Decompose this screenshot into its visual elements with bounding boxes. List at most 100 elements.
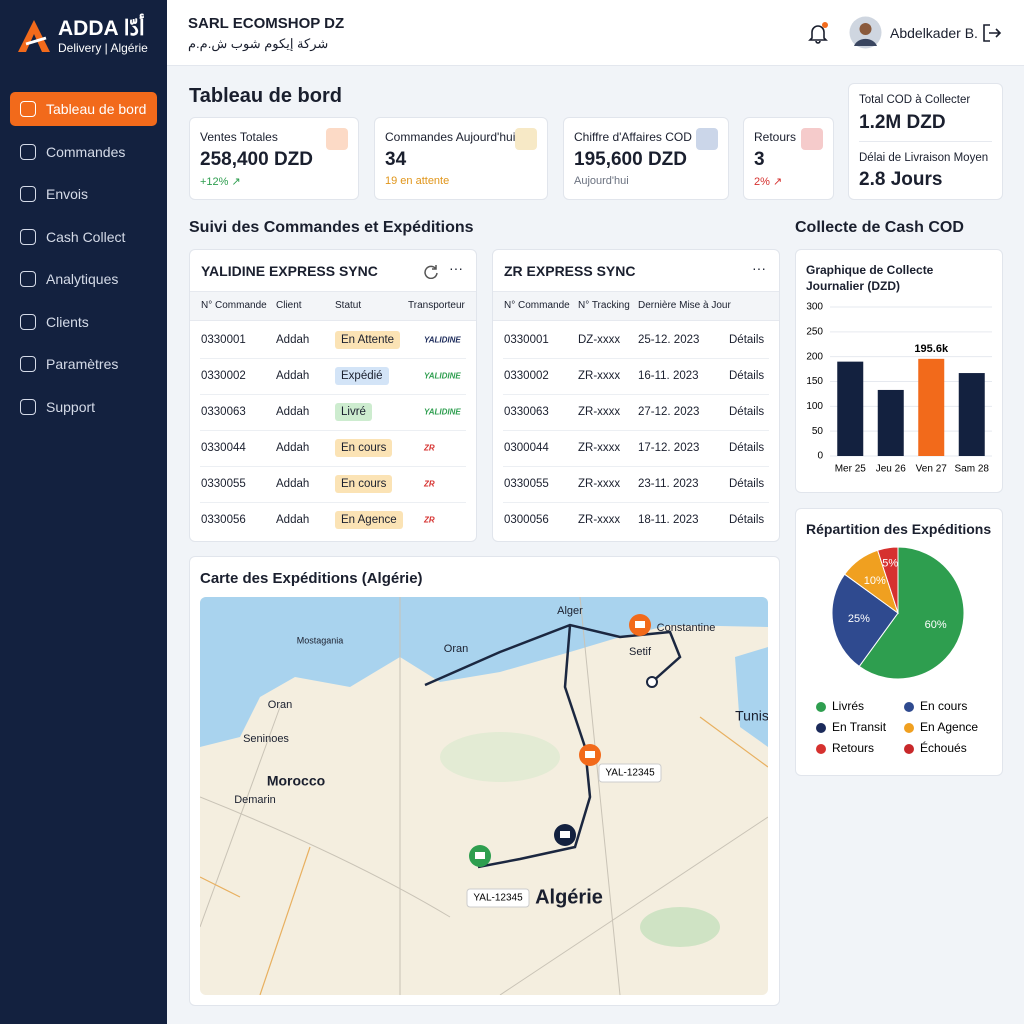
menu-item[interactable]: Tableau de bord <box>10 92 157 126</box>
cell: Addah <box>276 478 310 490</box>
map-pin[interactable] <box>579 744 601 766</box>
row-divider <box>503 466 769 467</box>
details-link[interactable]: Détails <box>729 514 765 526</box>
status-pill: En cours <box>335 475 393 493</box>
kpi-label: Ventes Totales <box>200 130 278 144</box>
carrier-logo: ZR <box>424 515 435 525</box>
carrier-logo: YALIDINE <box>424 407 461 417</box>
carrier-logo: ZR <box>424 443 435 453</box>
menu-item[interactable]: Cash Collect <box>10 220 157 254</box>
avatar[interactable] <box>849 16 882 49</box>
details-link[interactable]: Détails <box>729 406 765 418</box>
column-header: Client <box>276 300 302 311</box>
notification-bell[interactable] <box>807 22 829 44</box>
logout[interactable] <box>982 23 1002 43</box>
bar-chart: 0 50 100 150 200 250 300 Mer 25 Jeu 26 Ven 27 195.… <box>806 302 992 475</box>
row-divider <box>503 358 769 359</box>
carrier-logo: ZR <box>424 479 435 489</box>
x-tick-label: Sam 28 <box>955 464 990 475</box>
menu-item[interactable]: Analytiques <box>10 262 157 296</box>
map-pin[interactable] <box>469 845 491 867</box>
user-name[interactable]: Abdelkader B. <box>890 25 978 41</box>
legend-swatch <box>904 702 914 712</box>
map-tag: YAL-12345 <box>473 893 523 904</box>
kpi-icon <box>326 128 348 150</box>
legend-label: Retours <box>832 741 874 755</box>
legend-label: Livrés <box>832 699 864 713</box>
value-label: 195.6k <box>914 343 949 355</box>
company-arabic: شركة إيكوم شوب ش.م.م <box>188 36 329 51</box>
kpi-card: Commandes Aujourd'hui 34 19 en attente <box>374 117 548 200</box>
cell: Addah <box>276 406 310 418</box>
sync-button[interactable] <box>423 263 439 279</box>
table-title: YALIDINE EXPRESS SYNC <box>201 263 378 279</box>
map-place: Setif <box>629 646 652 658</box>
cell: 0330063 <box>201 406 246 418</box>
menu-item[interactable]: Envois <box>10 177 157 211</box>
status-pill: Expédié <box>335 367 389 385</box>
column-header: Statut <box>335 300 362 311</box>
pie-chart: 60% 25% 10% 5% Livrés En cours En Transit En Ag… <box>816 546 978 755</box>
details-link[interactable]: Détails <box>729 442 765 454</box>
cell: Addah <box>276 514 310 526</box>
details-link[interactable]: Détails <box>729 334 765 346</box>
menu-item[interactable]: Clients <box>10 305 157 339</box>
details-link[interactable]: Détails <box>729 478 765 490</box>
cell: 18-11. 2023 <box>638 514 699 526</box>
menu-icon <box>20 271 36 287</box>
kpi-value: 34 <box>385 149 407 170</box>
column-header: N° Commande <box>504 300 570 311</box>
kpi-card: Chiffre d'Affaires COD 195,600 DZD Aujourd… <box>563 117 729 200</box>
cell: 0330002 <box>504 370 549 382</box>
cell: 0300044 <box>504 442 549 454</box>
bar <box>877 389 904 456</box>
kpi-value: 3 <box>754 149 765 170</box>
y-tick-label: 150 <box>806 376 823 387</box>
chart-title: Graphique de Collecte Journalier (DZD) <box>806 263 934 293</box>
slice-label: 10% <box>864 575 886 587</box>
map-pin[interactable] <box>554 824 576 846</box>
cell: 0300056 <box>504 514 549 526</box>
map-place: Alger <box>557 605 583 617</box>
cell: 17-12. 2023 <box>638 442 700 454</box>
map-place: Seninoes <box>243 733 289 745</box>
map-pin[interactable] <box>629 614 651 636</box>
status-pill: En Agence <box>335 511 403 529</box>
status-pill: Livré <box>335 403 372 421</box>
pie-slice <box>858 546 965 680</box>
map-tag: YAL-12345 <box>605 768 655 779</box>
menu-icon <box>20 228 36 245</box>
kpi-icon <box>696 128 718 150</box>
details-link[interactable]: Détails <box>729 370 765 382</box>
legend-label: En Agence <box>920 720 978 734</box>
x-tick-label: Ven 27 <box>916 464 948 475</box>
kpi-icon <box>801 128 823 150</box>
summary-label: Total COD à Collecter <box>859 94 971 106</box>
cell: ZR-xxxx <box>578 514 621 526</box>
bar <box>837 361 864 456</box>
legend-swatch <box>904 723 914 733</box>
y-tick-label: 300 <box>806 302 823 313</box>
slice-label: 60% <box>925 619 947 631</box>
map[interactable]: Alger Constantine Oran Setif Tunis Mostagania… <box>200 597 768 995</box>
menu-item[interactable]: Support <box>10 390 157 424</box>
legend-label: En Transit <box>832 720 887 734</box>
row-divider <box>503 502 769 503</box>
row-divider <box>503 394 769 395</box>
legend-swatch <box>904 744 914 754</box>
zr-table: ZR EXPRESS SYNC ··· N° Commande N° Tracki… <box>492 249 780 542</box>
status-pill: En cours <box>335 439 393 457</box>
bar <box>918 358 945 456</box>
summary-value: 2.8 Jours <box>859 169 943 190</box>
more-button[interactable]: ··· <box>752 260 766 276</box>
legend-swatch <box>816 744 826 754</box>
map-place: Oran <box>268 699 292 711</box>
menu-icon <box>20 398 36 415</box>
menu-item[interactable]: Paramètres <box>10 347 157 381</box>
kpi-card: Retours 3 2% ↗ <box>743 117 834 200</box>
menu-item[interactable]: Commandes <box>10 135 157 169</box>
more-button[interactable]: ··· <box>449 260 463 276</box>
map-place: Constantine <box>657 622 716 634</box>
kpi-icon <box>515 128 537 150</box>
